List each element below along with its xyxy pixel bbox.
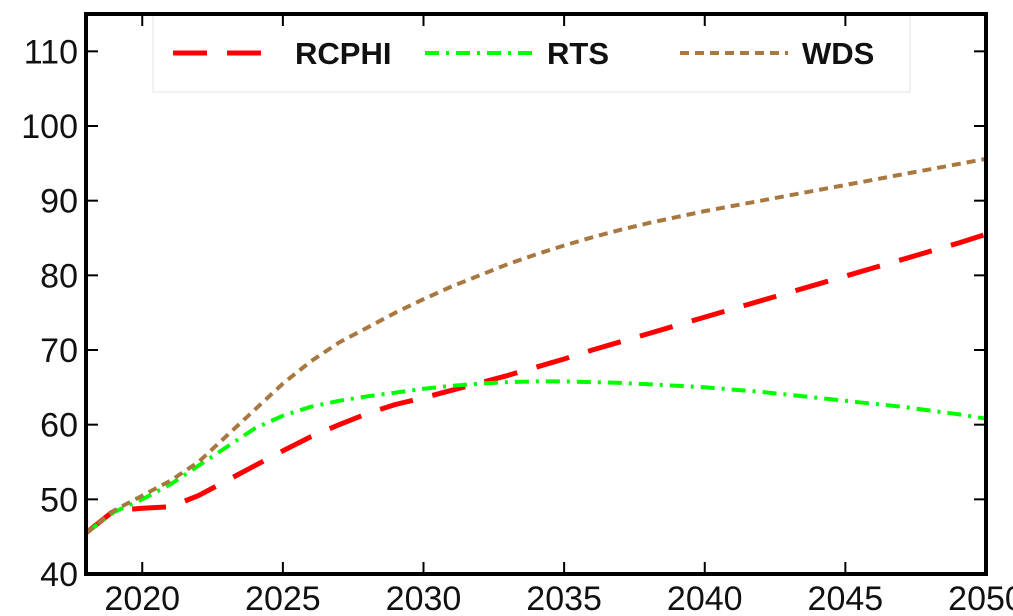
x-tick-label: 2035 [526,580,602,616]
legend-label-rcphi: RCPHI [295,36,391,71]
x-tick-label: 2045 [808,580,884,616]
series-line-rcphi [84,231,987,535]
axes: 2020 2025 2030 2035 2040 2045 2050 40 50 60 70 80 90… [21,14,1013,616]
y-tick-label: 80 [40,257,78,295]
y-tick-label: 40 [40,556,78,594]
x-tick-label: 2030 [386,580,462,616]
legend-label-rts: RTS [547,36,609,71]
x-tick-label: 2025 [245,580,321,616]
x-tick-label: 2050 [948,580,1013,616]
y-tick-label: 70 [40,332,78,370]
y-tick-label: 90 [40,183,78,221]
plot-frame [84,12,988,576]
x-tick-label: 2040 [667,580,743,616]
y-tick-label: 50 [40,481,78,519]
series-line-rts [84,379,987,535]
y-tick-label: 110 [24,33,78,71]
series-layer [84,156,987,535]
y-tick-label: 60 [40,407,78,445]
series-line-wds [84,156,987,535]
legend: RCPHI RTS WDS [152,13,911,93]
legend-label-wds: WDS [802,36,874,71]
x-tick-label: 2020 [104,580,180,616]
y-tick-label: 100 [21,108,78,146]
